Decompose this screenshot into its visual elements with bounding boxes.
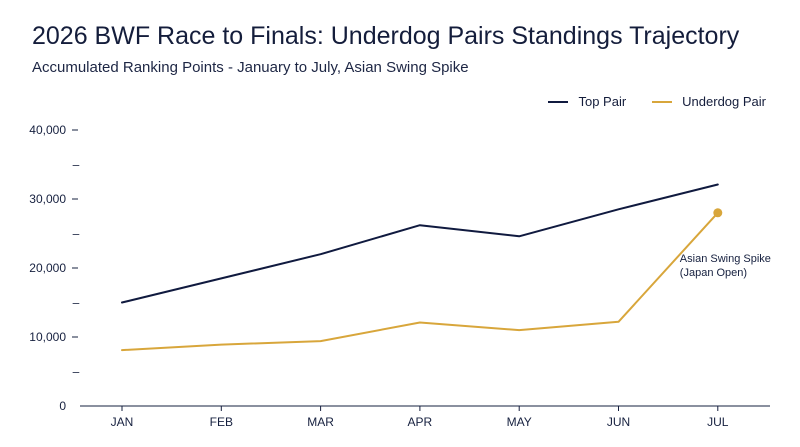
y-tick-label: 20,000 <box>29 261 66 275</box>
series-line-underdog-pair <box>121 211 719 352</box>
y-minor-tick-label: – <box>73 365 80 379</box>
legend: Top Pair Underdog Pair <box>548 94 766 109</box>
y-minor-tick-label: – <box>73 227 80 241</box>
legend-swatch-underdog-pair <box>652 100 673 103</box>
x-tick-label: APR <box>408 415 433 429</box>
annotation-line: (Japan Open) <box>680 267 747 279</box>
x-tick-label: JUL <box>707 415 729 429</box>
y-tick-label: 10,000 <box>29 330 66 344</box>
series-line-top-pair <box>121 183 719 304</box>
legend-label-top-pair: Top Pair <box>578 94 627 109</box>
x-tick-label: MAY <box>507 415 532 429</box>
y-minor-tick-label: – <box>73 158 80 172</box>
y-minor-tick-label: – <box>73 296 80 310</box>
y-tick-label: 0 <box>59 399 66 413</box>
annotation-marker <box>713 208 723 218</box>
chart-title: 2026 BWF Race to Finals: Underdog Pairs … <box>32 22 740 50</box>
legend-label-underdog-pair: Underdog Pair <box>682 94 766 109</box>
legend-item-underdog-pair: Underdog Pair <box>652 94 766 109</box>
annotation-line: Asian Swing Spike <box>680 253 771 265</box>
x-tick-label: FEB <box>210 415 233 429</box>
legend-item-top-pair: Top Pair <box>548 94 626 109</box>
x-tick-label: JUN <box>607 415 630 429</box>
annotation-label: Asian Swing Spike (Japan Open) <box>680 253 771 279</box>
chart-subtitle: Accumulated Ranking Points - January to … <box>32 59 469 76</box>
x-tick-label: JAN <box>111 415 134 429</box>
x-tick-label: MAR <box>307 415 334 429</box>
y-tick-label: 40,000 <box>29 123 66 137</box>
legend-swatch-top-pair <box>548 100 569 103</box>
y-tick-label: 30,000 <box>29 192 66 206</box>
